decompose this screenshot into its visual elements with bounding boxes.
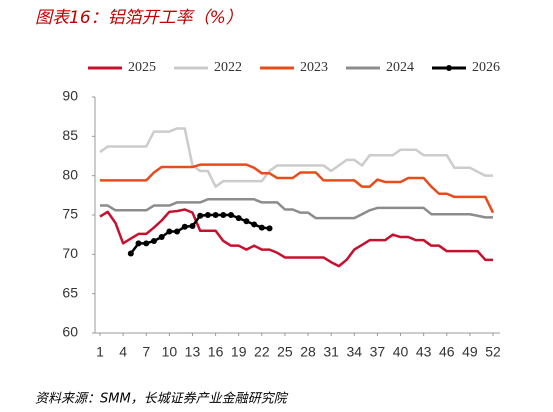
x-tick-label: 31 — [323, 344, 339, 360]
legend-label: 2024 — [386, 60, 414, 75]
x-tick-label: 37 — [370, 344, 386, 360]
x-tick-label: 25 — [277, 344, 293, 360]
x-tick-label: 46 — [439, 344, 455, 360]
point-marker — [251, 221, 258, 228]
x-tick-label: 49 — [462, 344, 478, 360]
point-marker — [220, 212, 227, 218]
x-tick-label: 16 — [208, 344, 224, 360]
y-tick-label: 85 — [62, 127, 78, 143]
point-marker — [266, 225, 273, 232]
x-tick-label: 40 — [393, 344, 409, 360]
series-line — [100, 198, 493, 220]
point-marker — [243, 218, 250, 225]
point-marker — [189, 223, 196, 230]
x-tick-label: 34 — [347, 344, 363, 360]
y-tick-label: 90 — [62, 88, 78, 104]
legend-label: 2026 — [472, 60, 500, 75]
series-line — [100, 163, 495, 214]
x-tick-label: 22 — [254, 344, 270, 360]
x-tick-label: 10 — [162, 344, 178, 360]
point-marker — [212, 212, 219, 218]
point-marker — [258, 224, 265, 231]
point-marker — [228, 212, 234, 218]
point-marker — [143, 240, 150, 247]
y-tick-label: 70 — [62, 245, 78, 261]
series-line — [99, 127, 493, 188]
y-tick-label: 65 — [62, 284, 78, 300]
point-marker — [127, 250, 134, 257]
point-marker — [197, 212, 204, 219]
x-tick-label: 1 — [96, 344, 104, 360]
y-tick-label: 60 — [62, 324, 78, 340]
legend-marker — [446, 65, 452, 71]
x-tick-label: 52 — [485, 344, 501, 360]
x-tick-label: 7 — [142, 344, 150, 360]
point-marker — [166, 228, 173, 235]
legend-label: 2025 — [128, 60, 156, 75]
x-tick-label: 13 — [185, 344, 201, 360]
y-tick-label: 75 — [62, 206, 78, 222]
source-note: 资料来源：SMM，长城证券产业金融研究院 — [35, 391, 289, 407]
point-marker — [174, 228, 181, 235]
point-marker — [204, 212, 211, 218]
x-tick-label: 43 — [416, 344, 432, 360]
x-tick-label: 4 — [119, 344, 127, 360]
point-marker — [150, 237, 157, 244]
point-marker — [181, 223, 188, 230]
point-marker — [135, 240, 142, 247]
chart-title: 图表16：铝箔开工率（%） — [35, 8, 243, 28]
legend-label: 2023 — [300, 60, 328, 75]
point-marker — [235, 215, 242, 222]
point-marker — [158, 234, 165, 241]
series-line — [99, 208, 493, 268]
x-tick-label: 19 — [231, 344, 247, 360]
legend-label: 2022 — [214, 60, 242, 75]
x-tick-label: 28 — [300, 344, 316, 360]
y-tick-label: 80 — [62, 166, 78, 182]
